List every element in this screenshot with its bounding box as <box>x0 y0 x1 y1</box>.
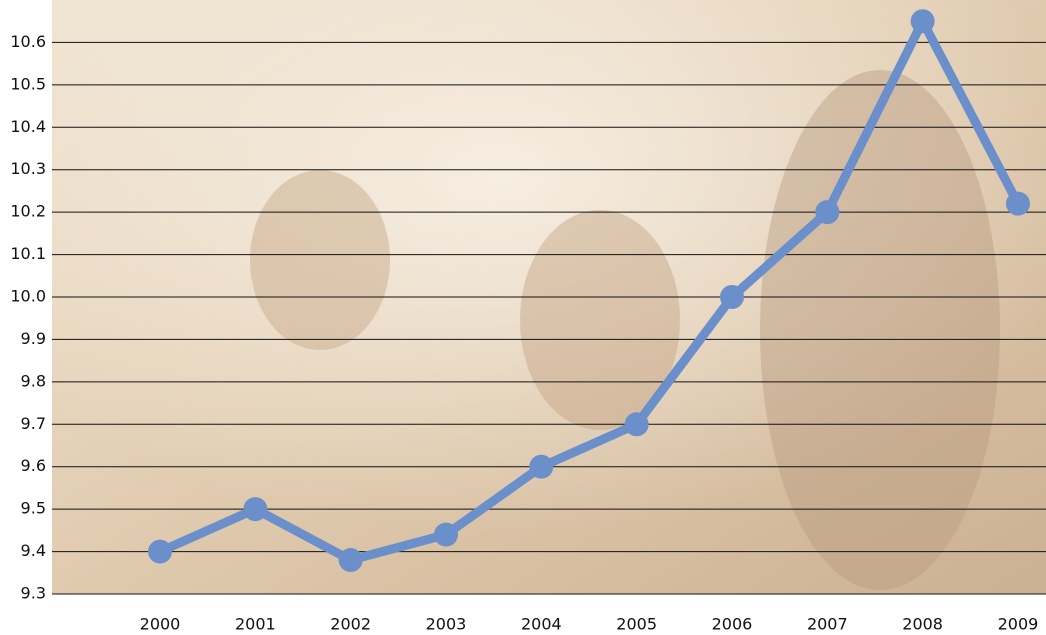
data-point <box>1005 191 1030 216</box>
data-point <box>815 200 840 225</box>
y-tick-label: 9.3 <box>21 584 46 603</box>
data-point <box>910 9 935 34</box>
photo-figure <box>520 210 680 430</box>
x-tick-label: 2005 <box>616 615 657 634</box>
y-tick-label: 10.1 <box>10 244 46 263</box>
x-tick-label: 2002 <box>330 615 371 634</box>
y-tick-label: 10.5 <box>10 74 46 93</box>
data-point <box>148 539 172 564</box>
y-tick-label: 9.4 <box>21 541 46 560</box>
y-tick-label: 9.6 <box>21 456 46 475</box>
y-tick-label: 10.3 <box>10 159 46 178</box>
data-point <box>433 522 458 547</box>
data-point <box>624 412 649 437</box>
y-tick-label: 10.6 <box>10 32 46 51</box>
x-tick-label: 2004 <box>521 615 562 634</box>
x-tick-label: 2006 <box>712 615 753 634</box>
y-tick-label: 9.5 <box>21 499 46 518</box>
photo-figure <box>760 70 1000 590</box>
y-tick-label: 9.9 <box>21 329 46 348</box>
x-tick-label: 2003 <box>426 615 467 634</box>
x-tick-label: 2007 <box>807 615 848 634</box>
y-tick-label: 10.2 <box>10 202 46 221</box>
x-tick-label: 2000 <box>140 615 181 634</box>
x-tick-label: 2001 <box>235 615 276 634</box>
data-point <box>338 548 363 573</box>
x-tick-label: 2008 <box>902 615 943 634</box>
y-tick-label: 10.0 <box>10 287 46 306</box>
series-line <box>155 16 1023 565</box>
data-point <box>719 285 744 309</box>
y-tick-label: 9.7 <box>21 414 46 433</box>
photo-figure <box>250 170 390 350</box>
x-tick-label: 2009 <box>998 615 1039 634</box>
y-tick-label: 10.4 <box>10 117 46 136</box>
data-point <box>529 454 554 479</box>
data-point <box>243 497 268 522</box>
y-tick-label: 9.8 <box>21 371 46 390</box>
